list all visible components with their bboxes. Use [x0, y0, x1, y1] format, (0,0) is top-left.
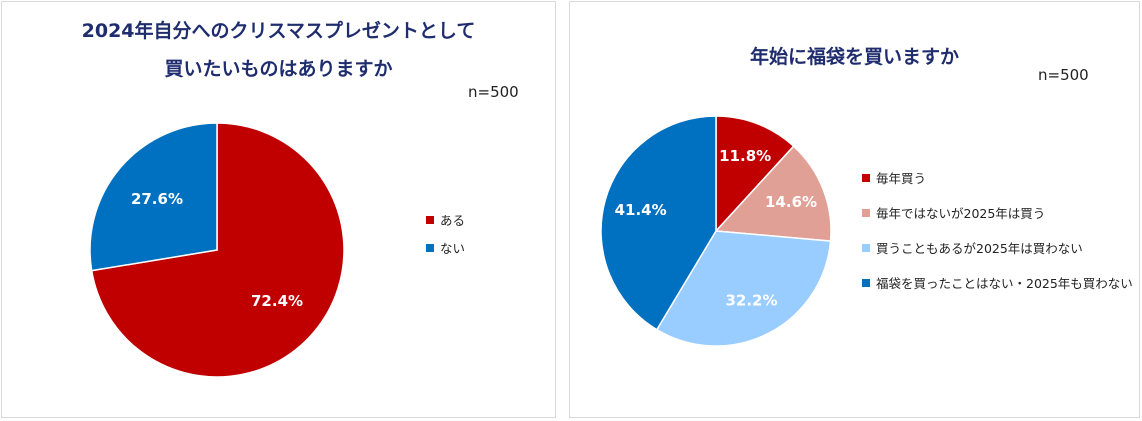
pie-slice-1 [90, 122, 345, 378]
sample-size-label: n=500 [468, 83, 519, 101]
chart-title-line-2: 買いたいものはありますか [164, 58, 393, 80]
pie-slice-4 [600, 115, 717, 331]
legend-swatch [862, 243, 870, 252]
legend-swatch [862, 173, 870, 182]
legend-item-2: 毎年ではないが2025年は買う [862, 203, 1045, 222]
pie-chart-christmas: 72.4% 27.6% [89, 122, 345, 378]
pie-slice-3 [655, 230, 832, 347]
pie-slice-label-1: 11.8% [719, 147, 771, 165]
pie-chart-lucky-bag: 11.8% 14.6% 32.2% 41.4% [600, 115, 832, 347]
chart-panel-lucky-bag: 年始に福袋を買いますか n=500 11.8% 14.6% 32.2% 41.4% 毎… [569, 1, 1140, 418]
legend-label: 毎年ではないが2025年は買う [876, 206, 1046, 221]
chart-panel-christmas: 2024年自分へのクリスマスプレゼントとして 買いたいものはありますか n=50… [1, 1, 556, 418]
legend-item-4: 福袋を買ったことはない・2025年も買わない [862, 273, 1133, 292]
pie-slice-label-3: 32.2% [725, 292, 777, 310]
legend-label: 福袋を買ったことはない・2025年も買わない [876, 276, 1133, 291]
pie-slice-1 [715, 115, 795, 233]
legend-label: 買うこともあるが2025年は買わない [876, 241, 1083, 256]
legend-swatch [862, 208, 870, 217]
legend-swatch [862, 278, 870, 287]
chart-title: 年始に福袋を買いますか [749, 46, 959, 68]
legend-item-2: ない [426, 238, 465, 257]
pie-slice-label-2: 14.6% [765, 193, 817, 211]
legend-item-1: 毎年買う [862, 168, 926, 187]
legend-item-3: 買うこともあるが2025年は買わない [862, 238, 1083, 257]
pie-slice-label-4: 41.4% [615, 201, 667, 219]
legend-item-1: ある [426, 210, 465, 229]
legend-label: ない [440, 241, 466, 256]
pie-slice-2 [89, 122, 218, 272]
legend-swatch [426, 215, 434, 224]
chart-title-line-1: 2024年自分へのクリスマスプレゼントとして [81, 20, 476, 42]
pie-slice-label-2: 27.6% [131, 190, 183, 208]
pie-slice-label-1: 72.4% [251, 292, 303, 310]
legend-swatch [426, 243, 434, 252]
sample-size-label: n=500 [1038, 66, 1089, 84]
legend-label: 毎年買う [876, 171, 927, 186]
pie-slice-2 [714, 145, 832, 242]
legend-label: ある [440, 213, 466, 228]
